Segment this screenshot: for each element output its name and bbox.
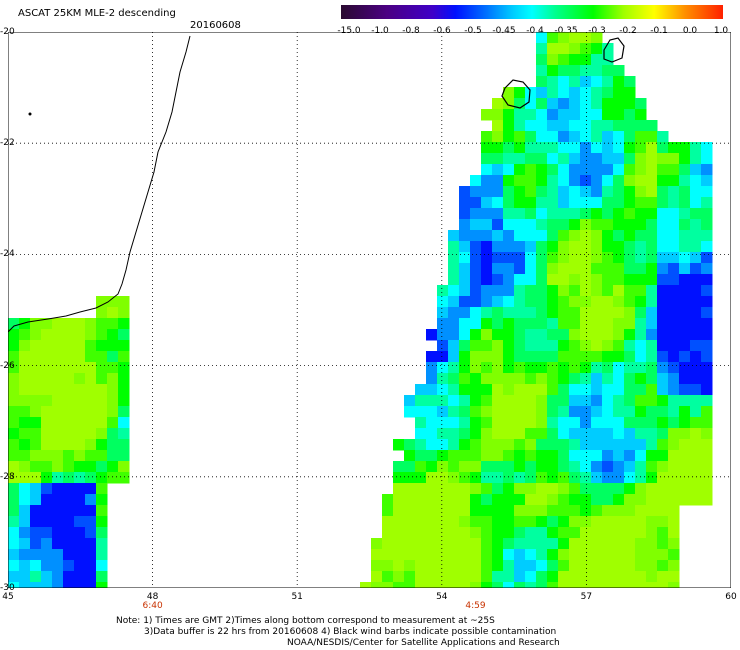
colorbar-tick-label: 1.0 — [713, 26, 729, 36]
colorbar-tick-label: -0.4 — [526, 26, 544, 36]
colorbar-tick-label: -0.1 — [650, 26, 668, 36]
latitude-label: -22 — [0, 138, 15, 149]
note-line-3: NOAA/NESDIS/Center for Satellite Applica… — [287, 638, 560, 648]
latitude-label: -26 — [0, 360, 15, 371]
colorbar-tick-label: -0.3 — [588, 26, 606, 36]
scatterometer-swaths — [8, 32, 713, 588]
wind-map — [8, 32, 731, 588]
map-title: ASCAT 25KM MLE-2 descending — [18, 8, 176, 19]
colorbar-tick-label: -1.0 — [371, 26, 389, 36]
longitude-label: 48 — [146, 592, 159, 602]
pass-time-label: 6:40 — [142, 601, 163, 611]
reunion-coastline — [501, 79, 531, 109]
mauritius-coastline — [603, 37, 625, 63]
colorbar-tick-label: -0.8 — [402, 26, 420, 36]
grid-lines — [8, 32, 731, 588]
longitude-label: 54 — [436, 592, 448, 602]
colorbar-tick-label: -0.35 — [554, 26, 578, 36]
longitude-label: 60 — [725, 592, 737, 602]
note-line-2: 3)Data buffer is 22 hrs from 20160608 4)… — [144, 627, 557, 637]
latitude-label: -20 — [0, 27, 15, 37]
pass-time-label: 4:59 — [465, 601, 486, 611]
islet-dot — [28, 112, 32, 116]
date-label: 20160608 — [190, 20, 241, 31]
colorbar-tick-label: -0.6 — [433, 26, 451, 36]
latitude-label: -30 — [0, 583, 15, 593]
colorbar-tick-label: -0.2 — [619, 26, 637, 36]
colorbar-tick-label: -0.45 — [492, 26, 516, 36]
note-line-1: Note: 1) Times are GMT 2)Times along bot… — [116, 616, 495, 626]
longitude-label: 51 — [291, 592, 303, 602]
colorbar-tick-label: -0.5 — [464, 26, 482, 36]
latitude-label: -24 — [0, 249, 15, 260]
madagascar-coastline — [8, 35, 191, 333]
color-scale-bar — [341, 5, 723, 19]
latitude-label: -28 — [0, 471, 15, 482]
longitude-label: 45 — [2, 592, 14, 602]
colorbar-tick-label: -15.0 — [337, 26, 361, 36]
longitude-label: 57 — [580, 592, 593, 602]
colorbar-tick-label: 0.0 — [682, 26, 698, 36]
